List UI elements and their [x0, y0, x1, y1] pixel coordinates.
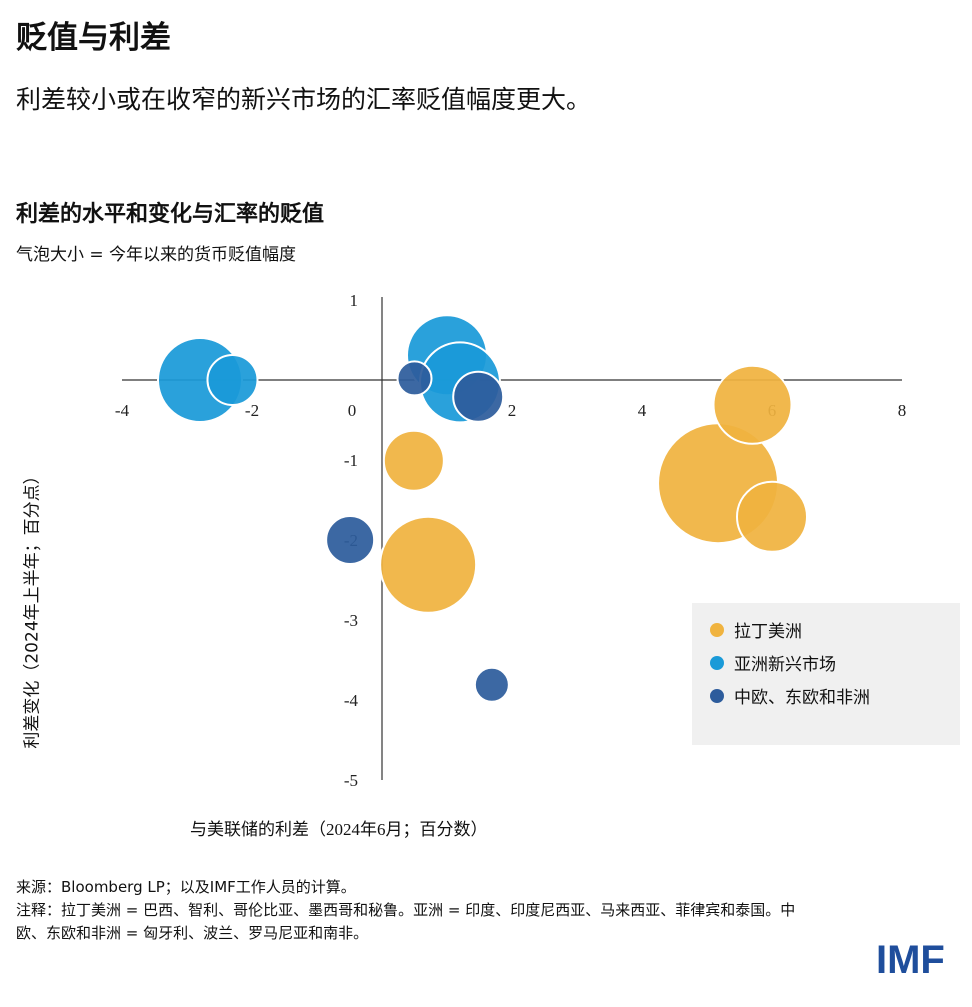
y-tick-label: -4	[344, 691, 359, 710]
page-title: 贬值与利差	[16, 20, 171, 56]
bubble	[473, 666, 510, 703]
legend: 拉丁美洲 亚洲新兴市场 中欧、东欧和非洲	[692, 603, 960, 745]
bubble	[736, 480, 808, 553]
x-tick-label: -4	[115, 401, 130, 420]
x-tick-label: 0	[348, 401, 357, 420]
x-tick-label: 2	[508, 401, 517, 420]
y-tick-label: -1	[344, 451, 358, 470]
y-tick-label: -5	[344, 771, 358, 790]
footnote: 注释：拉丁美洲 = 巴西、智利、哥伦比亚、墨西哥和秘鲁。亚洲 = 印度、印度尼西…	[16, 901, 796, 942]
legend-label: 中欧、东欧和非洲	[734, 688, 870, 708]
legend-dot-icon	[710, 688, 724, 703]
bubble	[396, 360, 433, 397]
imf-logo: IMF	[876, 938, 945, 982]
legend-item-ceemea: 中欧、东欧和非洲	[710, 679, 960, 712]
bubble	[452, 370, 505, 423]
legend-item-emerging-asia: 亚洲新兴市场	[710, 646, 960, 679]
bubble	[712, 364, 793, 445]
x-axis-label: 与美联储的利差（2024年6月；百分数）	[190, 820, 488, 839]
y-axis-label: 利差变化（2024年上半年；百分点）	[22, 467, 43, 749]
chart-title: 利差的水平和变化与汇率的贬值	[16, 202, 325, 227]
chart-subtitle: 气泡大小 = 今年以来的货币贬值幅度	[16, 245, 297, 265]
y-tick-label: -3	[344, 611, 358, 630]
legend-dot-icon	[710, 622, 724, 637]
y-tick-label: 1	[350, 291, 359, 310]
source-note: 来源：Bloomberg LP；以及IMF工作人员的计算。	[16, 878, 356, 896]
legend-dot-icon	[710, 655, 724, 670]
bubble	[325, 515, 376, 565]
bubble	[379, 515, 478, 614]
x-tick-label: 4	[638, 401, 647, 420]
legend-label: 亚洲新兴市场	[734, 655, 836, 675]
legend-label: 拉丁美洲	[734, 622, 802, 642]
bubble	[382, 429, 445, 492]
legend-item-latin-america: 拉丁美洲	[710, 613, 960, 646]
bubble	[206, 354, 259, 406]
page-subtitle: 利差较小或在收窄的新兴市场的汇率贬值幅度更大。	[16, 85, 592, 114]
bubble-chart: -4-2024681-1-2-3-4-5	[115, 291, 907, 790]
x-tick-label: -2	[245, 401, 259, 420]
notes: 来源：Bloomberg LP；以及IMF工作人员的计算。 注释：拉丁美洲 = …	[16, 876, 816, 945]
x-tick-label: 8	[898, 401, 907, 420]
